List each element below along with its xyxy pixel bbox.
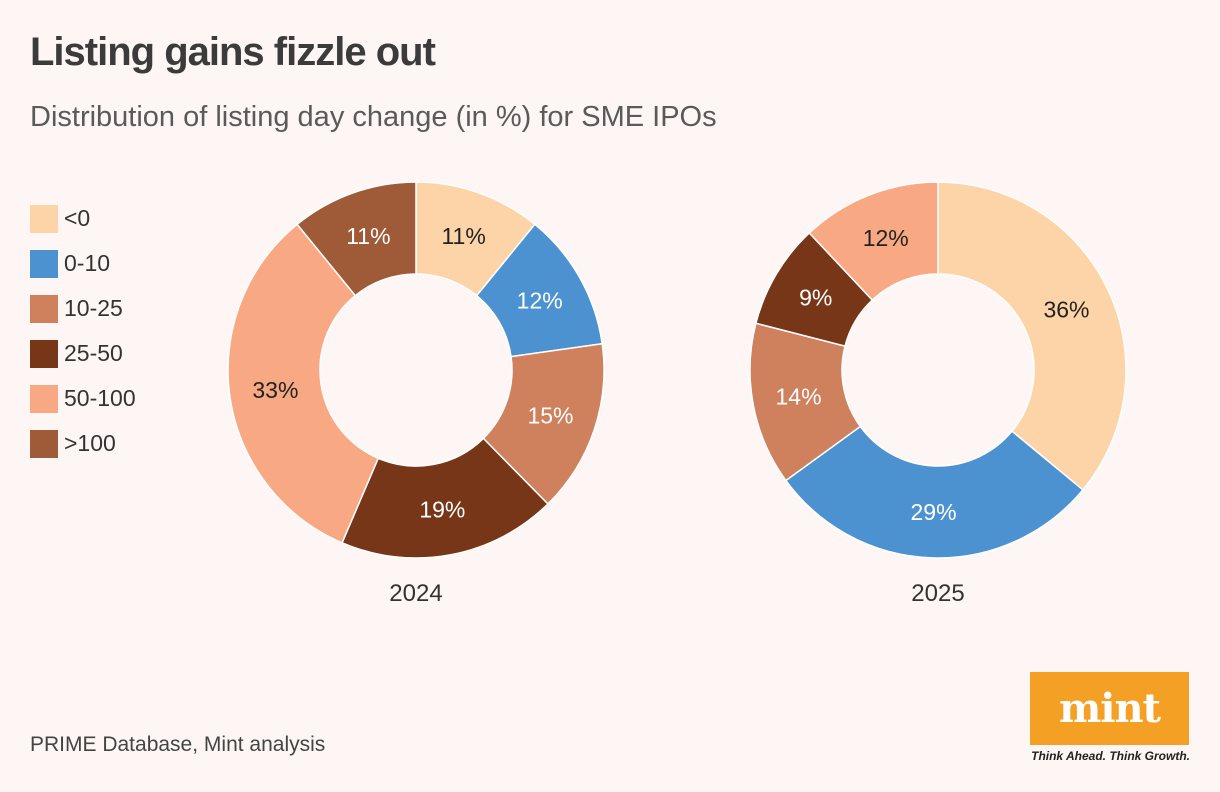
legend-item-gt100: >100: [30, 421, 136, 466]
slice-0-10: [784, 425, 1084, 559]
slice-label: 33%: [252, 377, 298, 403]
slice-label: 12%: [517, 287, 563, 313]
legend-swatch: [30, 384, 58, 413]
slice-25-50: [341, 437, 549, 559]
chart-title: Listing gains fizzle out: [30, 30, 436, 74]
legend-swatch: [30, 294, 58, 323]
slice->100: [296, 181, 417, 297]
legend-item-10-25: 10-25: [30, 286, 136, 331]
legend-item-0-10: 0-10: [30, 241, 136, 286]
legend-item-25-50: 25-50: [30, 331, 136, 376]
legend-label: 10-25: [64, 295, 123, 321]
logo-text: mint: [1058, 685, 1161, 732]
legend-label: <0: [64, 205, 91, 231]
chart-year-label: 2024: [389, 580, 442, 607]
slice-label: 36%: [1043, 297, 1089, 323]
slice-label: 29%: [911, 499, 957, 525]
source-note: PRIME Database, Mint analysis: [30, 733, 326, 756]
donut-chart-2024: 11% 12% 15% 19% 33% 11% 2024: [227, 181, 605, 607]
chart-subtitle: Distribution of listing day change (in %…: [30, 101, 717, 133]
legend-label: >100: [64, 430, 116, 456]
slice-50-100: [227, 223, 380, 544]
legend-swatch: [30, 204, 58, 233]
legend-label: 25-50: [64, 340, 123, 366]
slice-<0: [937, 181, 1127, 491]
legend-swatch: [30, 249, 58, 278]
legend-item-50-100: 50-100: [30, 376, 136, 421]
legend-swatch: [30, 339, 58, 368]
legend-swatch: [30, 429, 58, 458]
logo-tagline: Think Ahead. Think Growth.: [1031, 749, 1190, 763]
legend: <0 0-10 10-25 25-50 50-100 >100: [30, 196, 136, 466]
chart-year-label: 2025: [911, 580, 964, 607]
slice-label: 11%: [346, 223, 390, 249]
legend-label: 0-10: [64, 250, 111, 276]
donut-chart-2025: 36% 29% 14% 9% 12% 2025: [749, 181, 1127, 607]
legend-item-lt0: <0: [30, 196, 136, 241]
slice-label: 11%: [441, 223, 485, 249]
slice-50-100: [808, 181, 939, 302]
slice-label: 12%: [863, 225, 909, 251]
slice-label: 9%: [799, 285, 832, 311]
mint-logo: mint: [1030, 672, 1189, 745]
legend-label: 50-100: [64, 385, 136, 411]
slice-label: 14%: [775, 384, 821, 410]
slice-label: 19%: [419, 497, 465, 523]
slice-label: 15%: [527, 403, 573, 429]
slice-10-25: [482, 342, 605, 506]
